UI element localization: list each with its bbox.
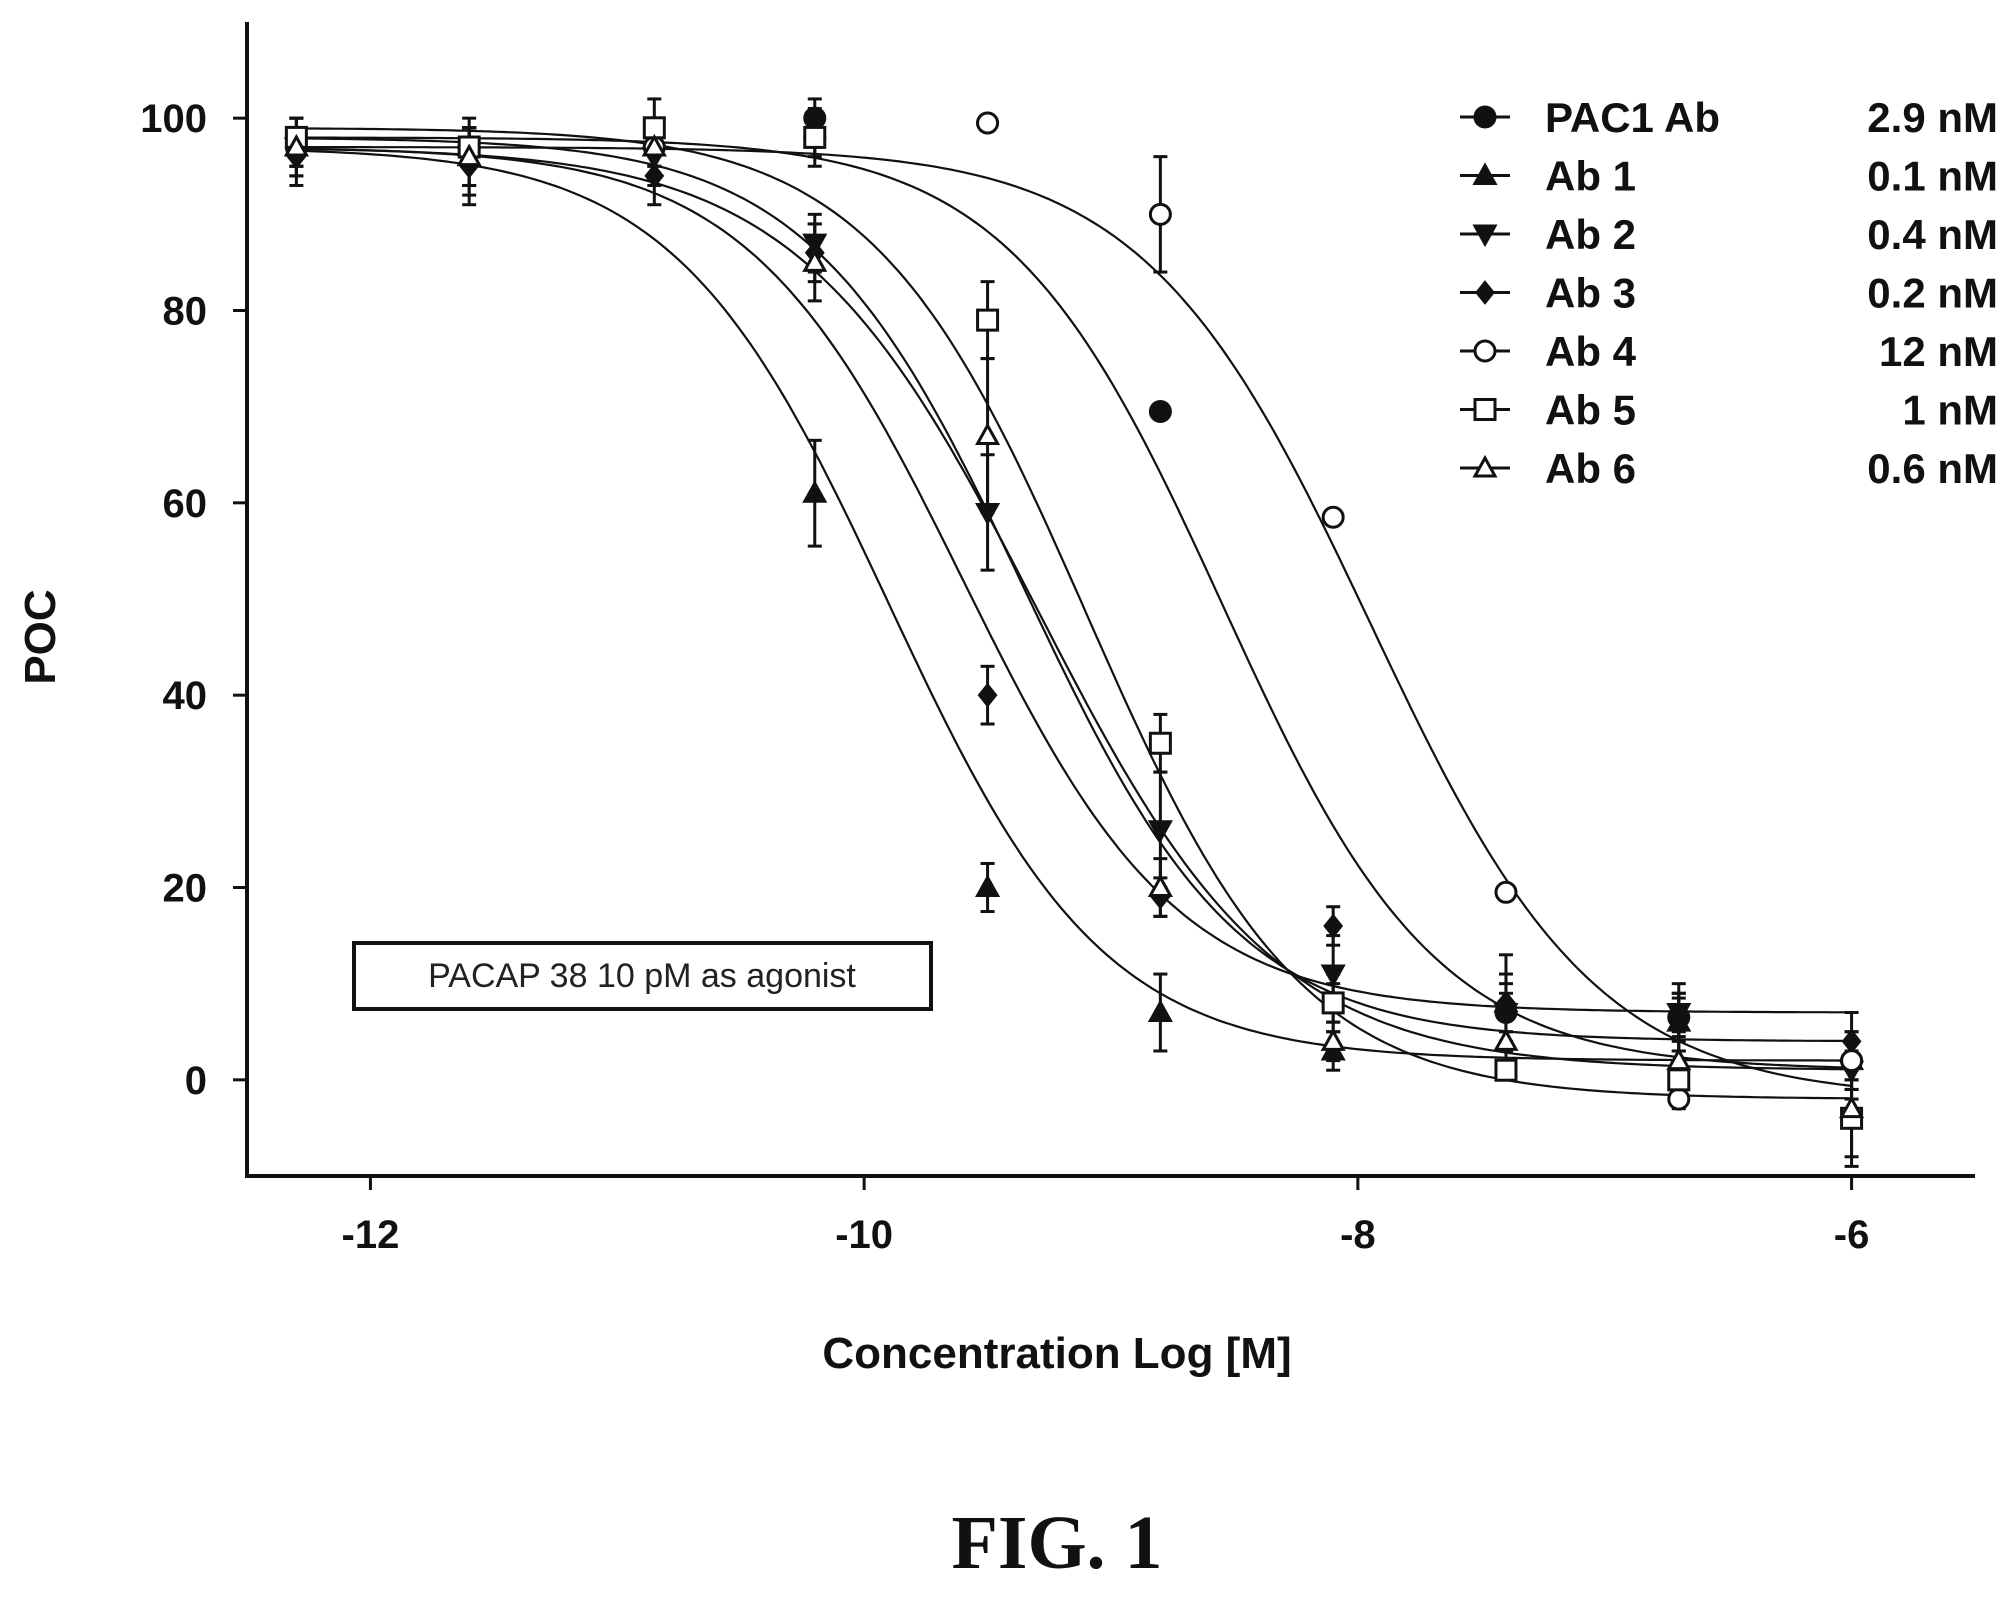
legend-value-pac1-ab: 2.9 nM <box>1867 94 1998 141</box>
point-ab-6 <box>456 143 482 167</box>
point-ab-1 <box>975 874 1001 897</box>
point-ab-5 <box>1494 1058 1518 1082</box>
point-ab-5 <box>1148 731 1172 755</box>
point-ab-3 <box>644 163 665 189</box>
point-ab-6 <box>1147 874 1173 897</box>
point-ab-5 <box>1321 991 1345 1015</box>
fit-curve-ab-6 <box>296 137 1852 1043</box>
legend-marker-ab-1 <box>1472 162 1498 185</box>
legend-value-ab-4: 12 nM <box>1879 328 1998 375</box>
point-ab-3 <box>1496 990 1516 1016</box>
fit-curve-pac1-ab <box>296 136 1852 1069</box>
data-markers <box>283 106 1865 1130</box>
point-ab-6 <box>283 133 309 157</box>
point-ab-6 <box>641 133 667 157</box>
y-tick-label: 60 <box>163 482 208 526</box>
legend-value-ab-6: 0.6 nM <box>1867 445 1998 492</box>
legend-item-ab-5: Ab 5 1 nM <box>1460 387 1998 434</box>
x-tick-label: -10 <box>835 1213 893 1257</box>
legend-marker-ab-3 <box>1475 280 1495 305</box>
point-ab-4 <box>1840 1049 1864 1073</box>
point-ab-2 <box>1320 964 1346 988</box>
legend-label-pac1-ab: PAC1 Ab <box>1545 94 1720 141</box>
x-axis-ticks: -12 -10 -8 -6 <box>342 1176 1870 1257</box>
point-ab-5 <box>1667 1068 1691 1092</box>
point-ab-4 <box>1494 880 1518 904</box>
point-ab-3 <box>1323 913 1344 939</box>
legend-value-ab-3: 0.2 nM <box>1867 270 1998 317</box>
y-axis-title: POC <box>16 589 65 684</box>
point-pac1-ab <box>803 106 827 130</box>
point-ab-6 <box>1839 1095 1865 1119</box>
annotation-text: PACAP 38 10 pM as agonist <box>428 957 856 995</box>
legend-marker-pac1-ab <box>1473 105 1497 129</box>
fit-curve-ab-2 <box>296 147 1852 1071</box>
x-axis-title: Concentration Log [M] <box>822 1329 1291 1378</box>
point-ab-5 <box>803 125 827 149</box>
y-tick-label: 80 <box>163 290 208 334</box>
legend-item-ab-3: Ab 3 0.2 nM <box>1460 270 1998 317</box>
y-tick-label: 100 <box>140 97 207 141</box>
point-ab-6 <box>975 422 1001 446</box>
legend-value-ab-5: 1 nM <box>1902 387 1998 434</box>
legend-item-ab-4: Ab 4 12 nM <box>1460 328 1998 375</box>
point-ab-6 <box>802 249 828 272</box>
point-ab-4 <box>1667 1087 1691 1111</box>
point-pac1-ab <box>1148 399 1172 423</box>
figure-caption: FIG. 1 <box>951 1501 1162 1585</box>
legend-item-ab-6: Ab 6 0.6 nM <box>1460 445 1998 492</box>
legend-value-ab-2: 0.4 nM <box>1867 211 1998 258</box>
y-tick-label: 40 <box>163 674 208 718</box>
point-ab-4 <box>1321 505 1345 529</box>
x-tick-label: -12 <box>342 1213 400 1257</box>
x-tick-label: -8 <box>1340 1213 1376 1257</box>
point-ab-1 <box>802 480 828 503</box>
fit-curve-ab-5 <box>296 127 1852 1100</box>
point-ab-4 <box>976 111 1000 135</box>
legend-marker-ab-2 <box>1472 224 1498 248</box>
point-ab-4 <box>1148 202 1172 226</box>
point-ab-2 <box>975 502 1001 526</box>
y-tick-label: 0 <box>185 1059 207 1103</box>
legend-marker-ab-5 <box>1473 398 1497 421</box>
point-ab-2 <box>1147 820 1173 843</box>
fit-curve-ab-3 <box>296 147 1852 1014</box>
legend-value-ab-1: 0.1 nM <box>1867 153 1998 200</box>
annotation-box <box>352 941 933 1011</box>
point-ab-3 <box>977 682 998 708</box>
legend-label-ab-3: Ab 3 <box>1545 270 1636 317</box>
legend-label-ab-1: Ab 1 <box>1545 153 1636 200</box>
y-tick-label: 20 <box>163 867 208 911</box>
legend-item-pac1-ab: PAC1 Ab 2.9 nM <box>1460 94 1998 141</box>
x-tick-label: -6 <box>1834 1213 1870 1257</box>
legend-item-ab-1: Ab 1 0.1 nM <box>1460 153 1998 200</box>
point-ab-3 <box>1668 1009 1689 1035</box>
point-ab-5 <box>976 308 1000 332</box>
legend: PAC1 Ab 2.9 nM Ab 1 0.1 nM Ab 2 0.4 nM Ab 3 0.2… <box>1460 94 1998 492</box>
legend-label-ab-5: Ab 5 <box>1545 387 1636 434</box>
y-axis-ticks: 0 20 40 60 80 100 <box>140 97 247 1103</box>
point-ab-6 <box>1320 1028 1346 1051</box>
legend-item-ab-2: Ab 2 0.4 nM <box>1460 211 1998 258</box>
legend-label-ab-6: Ab 6 <box>1545 445 1636 492</box>
legend-marker-ab-4 <box>1473 339 1497 363</box>
legend-label-ab-2: Ab 2 <box>1545 211 1636 258</box>
fit-curves <box>296 127 1852 1100</box>
point-ab-6 <box>1666 1047 1692 1071</box>
point-ab-6 <box>1493 1028 1519 1051</box>
legend-label-ab-4: Ab 4 <box>1545 328 1637 375</box>
fit-curve-ab-1 <box>296 149 1852 1062</box>
legend-marker-ab-6 <box>1472 454 1498 478</box>
point-ab-1 <box>1147 999 1173 1023</box>
